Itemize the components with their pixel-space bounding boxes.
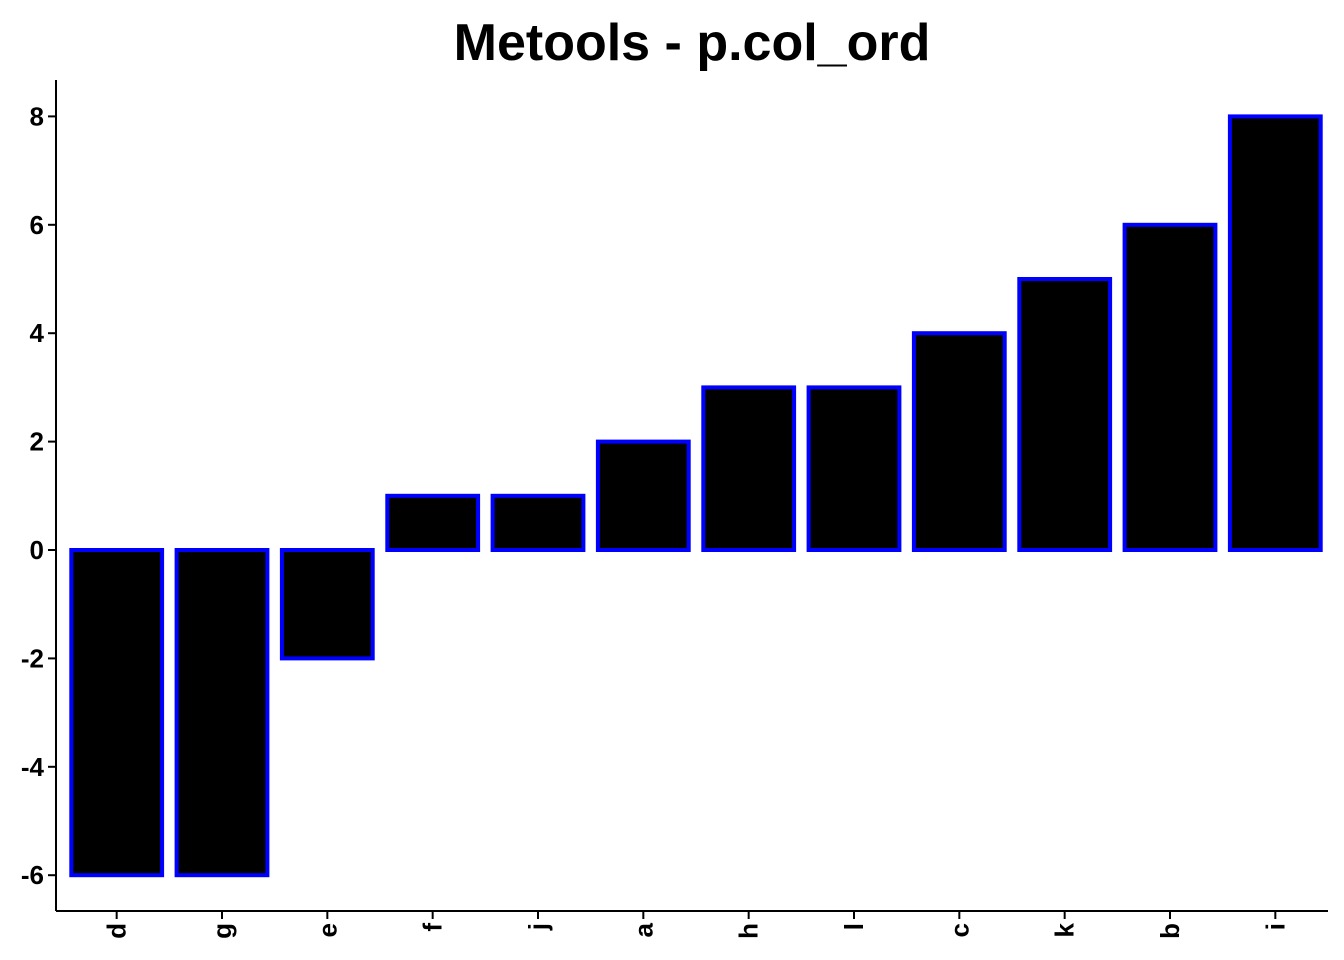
bar-g [174, 548, 270, 878]
bar-k [1017, 277, 1113, 552]
x-tick-label-h: h [734, 923, 764, 939]
y-tick-label: -4 [21, 752, 45, 782]
x-tick-label-k: k [1050, 922, 1080, 937]
bar-a [595, 439, 691, 553]
bar-b [1122, 222, 1218, 553]
y-tick-label: 0 [30, 535, 44, 565]
x-tick-label-c: c [944, 923, 974, 937]
bar-h [701, 385, 797, 552]
y-tick-label: 8 [30, 101, 44, 131]
x-tick-label-i: i [1260, 923, 1290, 930]
bar-c [911, 331, 1007, 553]
x-tick-label-g: g [207, 923, 237, 939]
y-axis: -6 -4 -2 0 2 4 6 8 [21, 80, 57, 911]
x-tick-label-f: f [418, 923, 448, 932]
x-tick-label-a: a [628, 922, 658, 937]
y-tick-label: 4 [30, 318, 45, 348]
y-tick-label: -2 [21, 643, 44, 673]
y-tick-label: 2 [30, 427, 44, 457]
bar-j [490, 493, 586, 552]
x-tick-label-e: e [312, 923, 342, 937]
y-tick-label: -6 [21, 860, 44, 890]
y-tick-label: 6 [30, 210, 44, 240]
x-tick-label-l: l [839, 923, 869, 930]
bar-i [1227, 114, 1323, 553]
bar-d [69, 548, 165, 878]
chart-title: Metools - p.col_ord [454, 14, 931, 72]
bar-e [279, 548, 375, 661]
x-tick-label-j: j [523, 923, 553, 931]
bar-f [385, 493, 481, 552]
x-tick-label-d: d [102, 923, 132, 939]
x-tick-label-b: b [1155, 923, 1185, 939]
bars-group [69, 114, 1323, 878]
bar-l [806, 385, 902, 552]
